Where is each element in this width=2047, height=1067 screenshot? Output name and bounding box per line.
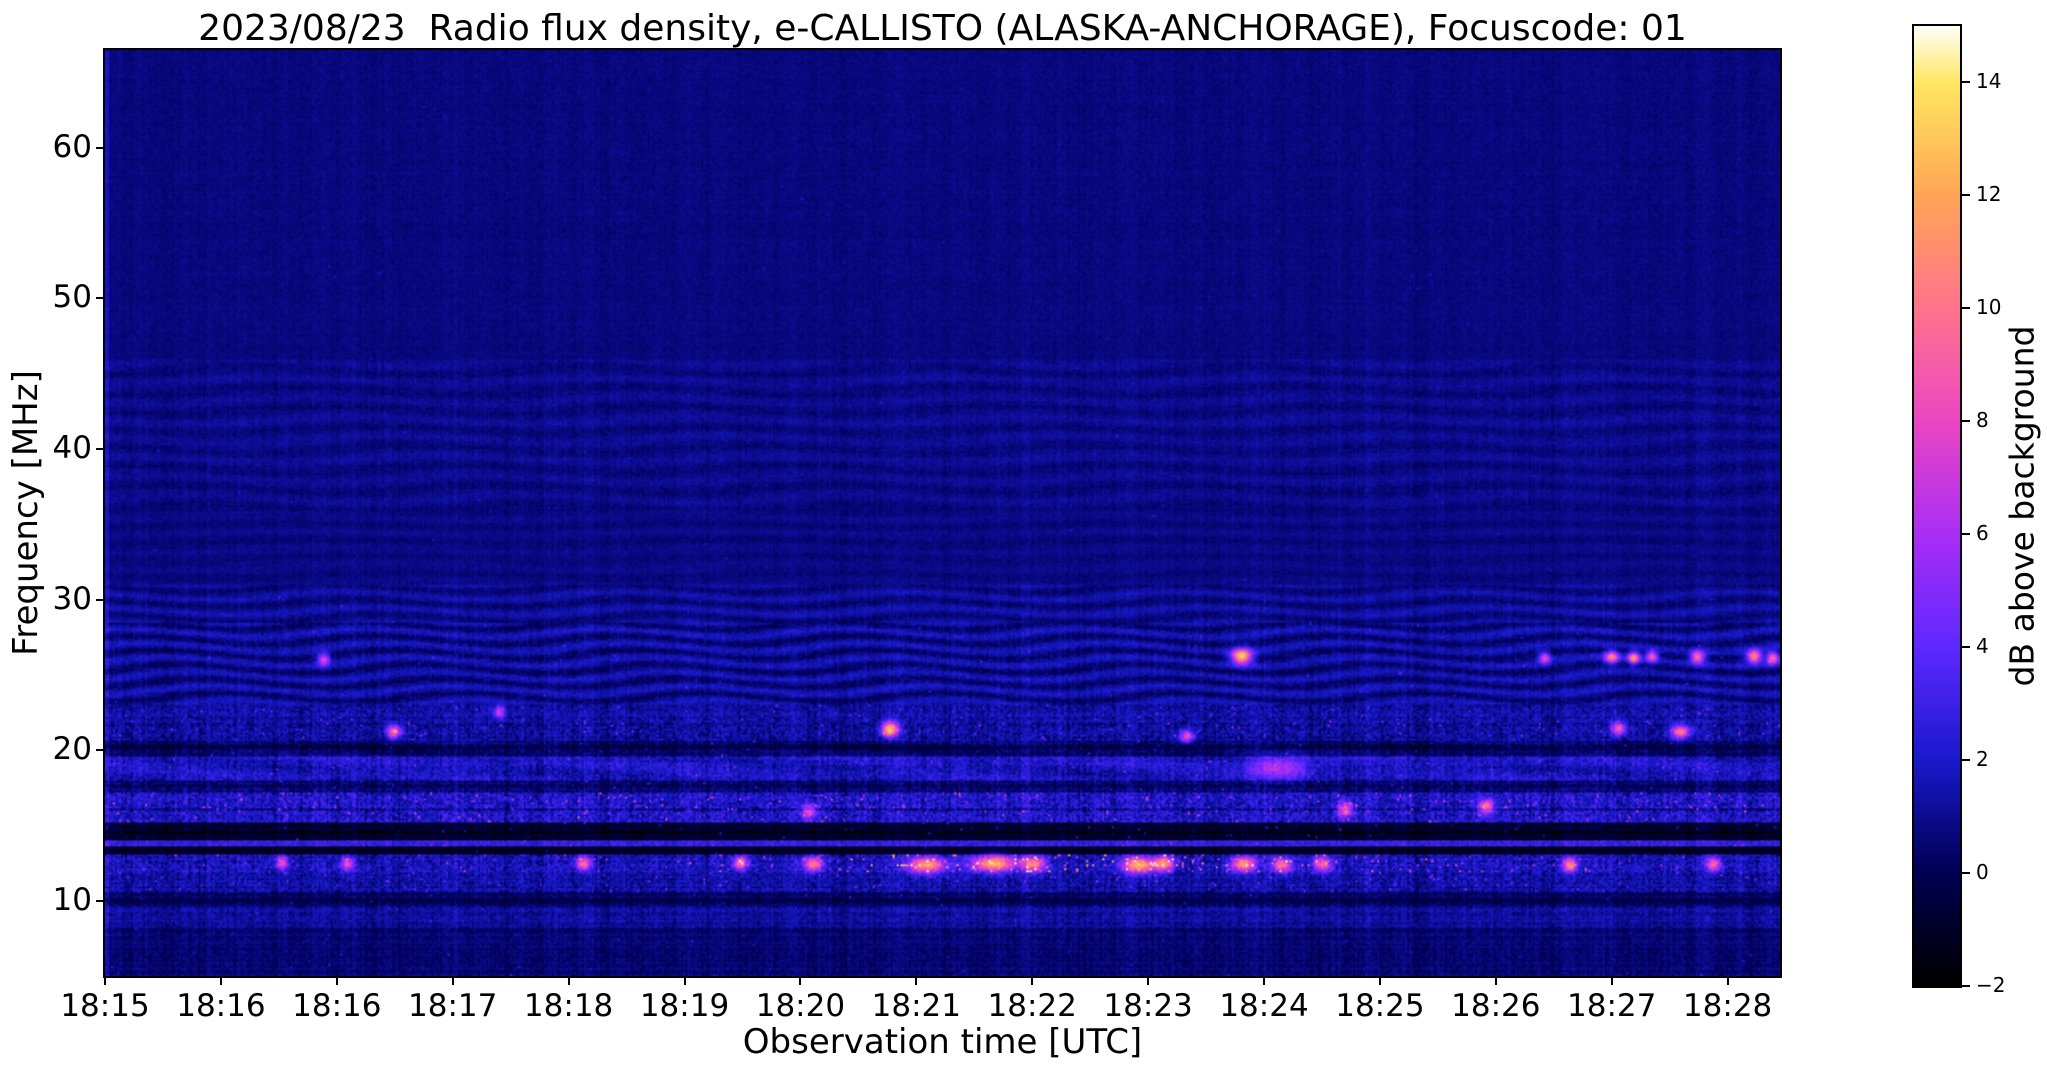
x-tick-label: 18:22 xyxy=(987,988,1077,1024)
x-tick-label: 18:24 xyxy=(1219,988,1309,1024)
colorbar-tick-label: −2 xyxy=(1976,973,2006,997)
x-tick-mark xyxy=(104,976,106,985)
x-tick-mark xyxy=(1726,976,1729,985)
colorbar-tick-label: 8 xyxy=(1976,408,1989,433)
y-tick-mark xyxy=(96,297,105,300)
colorbar-tick-mark xyxy=(1962,81,1970,84)
colorbar-gradient-canvas xyxy=(1914,26,1960,986)
y-tick-label: 30 xyxy=(52,580,92,617)
chart-title: 2023/08/23 Radio flux density, e-CALLIST… xyxy=(198,8,1687,49)
y-tick-mark xyxy=(96,448,105,450)
y-tick-mark xyxy=(96,749,105,752)
x-axis-label: Observation time [UTC] xyxy=(742,1022,1143,1062)
colorbar-tick-mark xyxy=(1962,872,1970,875)
y-tick-mark xyxy=(96,899,105,902)
x-tick-mark xyxy=(567,976,570,985)
x-tick-label: 18:16 xyxy=(176,988,266,1024)
colorbar-tick-label: 0 xyxy=(1976,860,1989,885)
x-tick-label: 18:21 xyxy=(871,988,961,1024)
colorbar-tick-mark xyxy=(1962,307,1970,310)
colorbar-tick-mark xyxy=(1962,985,1970,987)
colorbar-tick-label: 12 xyxy=(1976,182,2002,207)
colorbar-tick-mark xyxy=(1962,194,1970,197)
x-tick-label: 18:27 xyxy=(1567,988,1657,1024)
spectrogram-canvas xyxy=(105,50,1780,976)
x-tick-mark xyxy=(1263,976,1265,985)
x-tick-mark xyxy=(219,976,222,985)
x-tick-mark xyxy=(335,976,338,985)
x-tick-mark xyxy=(799,976,802,985)
y-tick-label: 10 xyxy=(52,881,92,918)
colorbar-tick-mark xyxy=(1962,646,1970,649)
x-tick-mark xyxy=(683,976,686,985)
colorbar xyxy=(1912,24,1962,988)
x-tick-label: 18:23 xyxy=(1103,988,1193,1024)
x-tick-label: 18:18 xyxy=(523,988,614,1024)
x-tick-label: 18:20 xyxy=(755,988,846,1024)
x-tick-label: 18:16 xyxy=(292,988,382,1024)
x-tick-mark xyxy=(1031,976,1034,985)
colorbar-tick-mark xyxy=(1962,533,1970,536)
x-tick-label: 18:15 xyxy=(60,988,150,1024)
y-tick-label: 20 xyxy=(52,731,92,768)
y-tick-label: 50 xyxy=(52,279,92,316)
colorbar-tick-label: 2 xyxy=(1976,747,1989,772)
colorbar-tick-label: 6 xyxy=(1976,521,1989,546)
x-tick-label: 18:26 xyxy=(1451,988,1541,1024)
x-tick-label: 18:28 xyxy=(1682,988,1773,1024)
x-tick-label: 18:25 xyxy=(1335,988,1425,1024)
x-tick-mark xyxy=(1610,976,1613,985)
colorbar-tick-mark xyxy=(1962,420,1970,423)
y-tick-mark xyxy=(96,146,105,149)
x-tick-mark xyxy=(1494,976,1497,985)
y-tick-label: 60 xyxy=(52,128,92,165)
x-tick-label: 18:19 xyxy=(639,988,730,1024)
y-tick-label: 40 xyxy=(52,430,92,466)
x-tick-mark xyxy=(451,976,454,985)
x-tick-mark xyxy=(915,976,918,985)
x-tick-label: 18:17 xyxy=(408,988,498,1024)
colorbar-label: dB above background xyxy=(2002,325,2042,687)
colorbar-tick-label: 14 xyxy=(1976,69,2002,94)
x-tick-mark xyxy=(1378,976,1381,985)
spectrogram-plot-area xyxy=(103,48,1782,978)
colorbar-tick-label: 10 xyxy=(1976,295,2002,320)
x-tick-mark xyxy=(1147,976,1150,985)
y-tick-mark xyxy=(96,598,105,601)
colorbar-tick-mark xyxy=(1962,759,1970,762)
colorbar-tick-label: 4 xyxy=(1976,634,1989,659)
